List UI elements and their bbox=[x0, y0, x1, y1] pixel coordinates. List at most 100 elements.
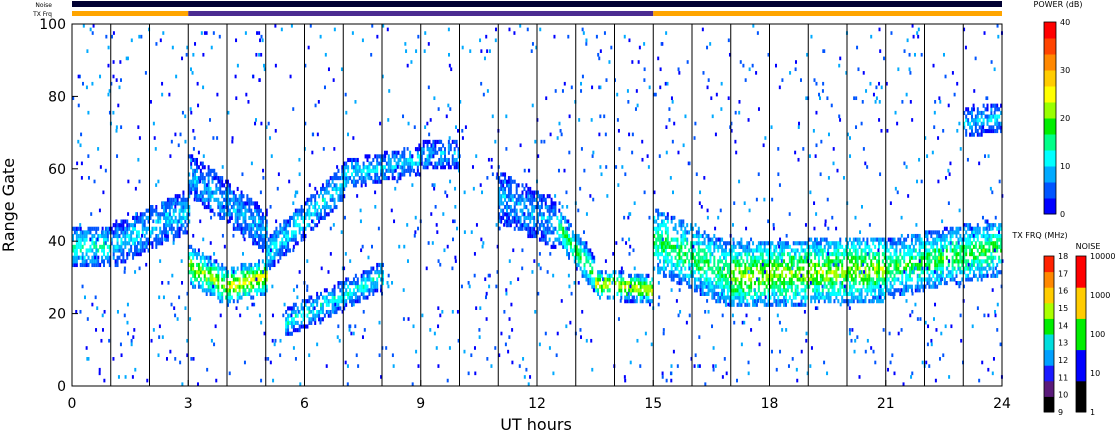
scatter-cell bbox=[298, 157, 301, 162]
echo-cell bbox=[670, 237, 673, 242]
echo-cell bbox=[275, 248, 278, 253]
echo-cell bbox=[236, 223, 239, 228]
echo-cell bbox=[835, 244, 838, 249]
echo-cell bbox=[800, 248, 803, 253]
echo-cell bbox=[190, 277, 193, 282]
echo-cell bbox=[845, 277, 848, 282]
echo-cell bbox=[256, 288, 259, 293]
echo-cell bbox=[72, 248, 74, 253]
echo-cell bbox=[203, 277, 206, 282]
echo-cell bbox=[333, 309, 336, 315]
echo-cell bbox=[325, 205, 328, 210]
scatter-cell bbox=[993, 67, 996, 72]
echo-cell bbox=[205, 205, 208, 210]
echo-cell bbox=[93, 233, 96, 239]
echo-cell bbox=[754, 302, 756, 307]
echo-cell bbox=[546, 215, 549, 220]
scatter-cell bbox=[674, 273, 677, 278]
echo-cell bbox=[816, 241, 818, 246]
echo-cell bbox=[349, 299, 352, 304]
echo-cell bbox=[740, 299, 743, 304]
echo-cell bbox=[812, 295, 815, 300]
echo-cell bbox=[201, 190, 204, 195]
echo-cell bbox=[552, 244, 555, 249]
echo-cell bbox=[889, 291, 892, 296]
echo-cell bbox=[347, 284, 350, 289]
echo-cell bbox=[955, 248, 958, 253]
echo-cell bbox=[556, 215, 559, 220]
echo-cell bbox=[314, 201, 317, 206]
echo-cell bbox=[922, 244, 925, 249]
echo-cell bbox=[779, 277, 782, 282]
echo-cell bbox=[728, 284, 731, 289]
echo-cell bbox=[341, 284, 344, 289]
echo-cell bbox=[765, 284, 768, 289]
echo-cell bbox=[881, 244, 884, 249]
echo-cell bbox=[172, 219, 175, 224]
echo-cell bbox=[823, 277, 826, 282]
echo-cell bbox=[790, 302, 793, 307]
echo-cell bbox=[823, 259, 826, 264]
scatter-cell bbox=[855, 125, 858, 129]
echo-cell bbox=[626, 281, 629, 286]
echo-cell bbox=[292, 215, 295, 220]
echo-cell bbox=[730, 270, 733, 275]
echo-cell bbox=[414, 172, 417, 177]
echo-cell bbox=[775, 281, 778, 286]
echo-cell bbox=[521, 212, 524, 217]
echo-cell bbox=[416, 165, 419, 170]
scatter-cell bbox=[343, 215, 346, 220]
echo-cell bbox=[583, 262, 586, 268]
echo-cell bbox=[568, 223, 570, 228]
echo-cell bbox=[228, 197, 231, 202]
echo-cell bbox=[651, 288, 654, 293]
echo-cell bbox=[699, 233, 702, 239]
echo-cell bbox=[986, 241, 989, 246]
echo-cell bbox=[670, 244, 673, 249]
echo-cell bbox=[757, 295, 760, 300]
echo-cell bbox=[273, 262, 276, 268]
echo-cell bbox=[420, 154, 423, 159]
echo-cell bbox=[790, 288, 793, 293]
echo-cell bbox=[533, 233, 536, 239]
echo-cell bbox=[701, 281, 704, 286]
echo-cell bbox=[843, 277, 846, 282]
echo-cell bbox=[296, 215, 299, 220]
echo-cell bbox=[426, 161, 429, 166]
echo-cell bbox=[444, 157, 446, 163]
echo-cell bbox=[690, 223, 693, 228]
echo-cell bbox=[399, 176, 402, 181]
echo-cell bbox=[165, 215, 167, 220]
echo-cell bbox=[168, 197, 171, 202]
echo-cell bbox=[730, 284, 733, 289]
echo-cell bbox=[360, 284, 363, 289]
echo-cell bbox=[967, 241, 970, 246]
echo-cell bbox=[192, 281, 195, 286]
echo-cell bbox=[589, 255, 592, 260]
echo-cell bbox=[544, 241, 547, 246]
echo-cell bbox=[259, 230, 262, 235]
echo-cell bbox=[132, 223, 135, 228]
echo-cell bbox=[552, 201, 555, 206]
echo-cell bbox=[783, 259, 786, 264]
echo-cell bbox=[938, 237, 941, 242]
echo-cell bbox=[122, 241, 125, 246]
echo-cell bbox=[845, 291, 848, 296]
echo-cell bbox=[763, 288, 766, 293]
echo-cell bbox=[263, 270, 266, 275]
echo-cell bbox=[281, 244, 284, 249]
echo-cell bbox=[165, 219, 167, 224]
echo-cell bbox=[870, 259, 873, 264]
echo-cell bbox=[790, 262, 793, 268]
echo-cell bbox=[207, 281, 210, 286]
echo-cell bbox=[833, 281, 836, 286]
echo-cell bbox=[864, 295, 867, 300]
echo-cell bbox=[724, 284, 727, 289]
scatter-cell bbox=[552, 371, 555, 376]
echo-cell bbox=[728, 248, 731, 253]
echo-cell bbox=[814, 252, 817, 257]
echo-cell bbox=[337, 197, 340, 202]
echo-cell bbox=[515, 201, 518, 206]
scatter-cell bbox=[725, 371, 728, 376]
echo-cell bbox=[754, 281, 756, 286]
